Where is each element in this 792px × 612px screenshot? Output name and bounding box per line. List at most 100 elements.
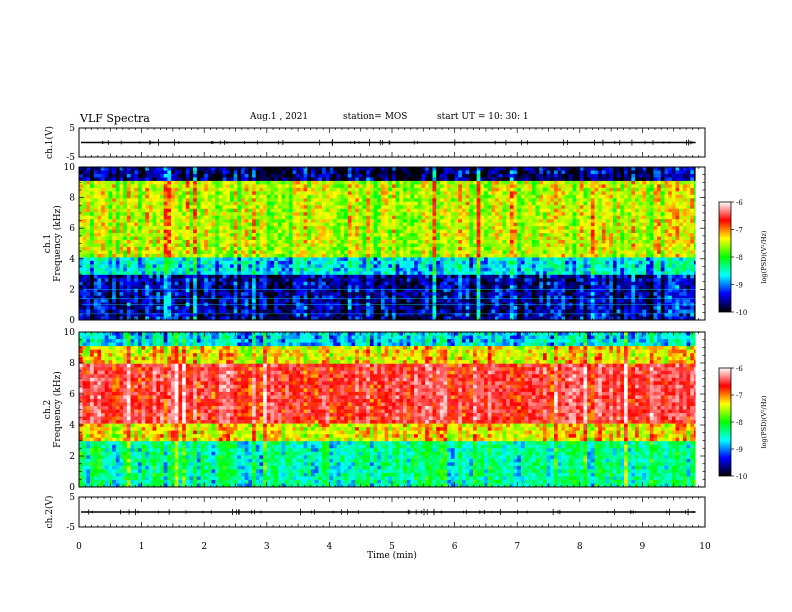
spectrogram-cell (495, 167, 500, 171)
spectrogram-cell (163, 285, 168, 290)
spectrogram-cell (366, 184, 371, 189)
spectrogram-cell (358, 240, 363, 244)
spectrogram-cell (108, 267, 113, 272)
spectrogram-cell (495, 229, 500, 234)
spectrogram-cell (145, 240, 150, 244)
spectrogram-cell (270, 219, 275, 224)
spectrogram-cell (189, 205, 194, 210)
spectrogram-cell (200, 191, 205, 196)
spectrogram-cell (226, 222, 231, 227)
spectrogram-cell (480, 187, 485, 192)
spectrogram-cell (182, 288, 187, 293)
spectrogram-cell (340, 264, 345, 269)
spectrogram-cell (148, 194, 154, 199)
spectrogram-cell (303, 173, 308, 178)
spectrogram-cell (450, 250, 455, 255)
spectrogram-cell (182, 226, 187, 230)
spectrogram-cell (229, 191, 235, 196)
spectrogram-cell (101, 295, 106, 300)
spectrogram-cell (447, 246, 452, 251)
spectrogram-cell (266, 212, 271, 217)
spectrogram-cell (171, 271, 176, 276)
spectrogram-cell (461, 313, 467, 317)
spectrogram-cell (469, 295, 474, 300)
spectrogram-cell (421, 191, 426, 196)
spectrogram-cell (123, 288, 128, 293)
spectrogram-cell (123, 246, 128, 251)
spectrogram-cell (432, 180, 437, 185)
spectrogram-cell (255, 177, 260, 182)
spectrogram-cell (358, 299, 363, 304)
spectrogram-cell (104, 194, 109, 199)
spectrogram-cell (421, 281, 426, 286)
spectrogram-cell (380, 205, 386, 210)
spectrogram-cell (115, 260, 120, 265)
spectrogram-cell (90, 240, 95, 244)
spectrogram-cell (244, 278, 249, 283)
spectrogram-cell (465, 243, 470, 248)
spectrogram-cell (145, 167, 150, 171)
spectrogram-cell (218, 180, 224, 185)
spectrogram-cell (333, 292, 338, 297)
spectrogram-cell (417, 313, 422, 317)
spectrogram-cell (443, 233, 448, 237)
spectrogram-cell (366, 236, 371, 241)
spectrogram-cell (292, 180, 297, 185)
spectrogram-cell (241, 219, 246, 224)
spectrogram-cell (395, 260, 400, 265)
spectrogram-cell (130, 316, 135, 321)
spectrogram-cell (229, 292, 235, 297)
spectrogram-cell (351, 222, 356, 227)
spectrogram-cell (248, 246, 253, 251)
spectrogram-cell (226, 288, 231, 293)
spectrogram-cell (237, 173, 242, 178)
spectrogram-cell (126, 205, 131, 210)
spectrogram-cell (156, 208, 161, 213)
spectrogram-cell (233, 288, 238, 293)
spectrogram-cell (384, 281, 389, 286)
spectrogram-cell (97, 306, 102, 310)
spectrogram-cell (145, 250, 150, 255)
spectrogram-cell (263, 260, 268, 265)
spectrogram-cell (491, 215, 496, 220)
spectrogram-cell (101, 205, 106, 210)
spectrogram-cell (307, 306, 312, 310)
spectrogram-cell (119, 316, 124, 321)
spectrogram-cell (469, 292, 474, 297)
spectrogram-cell (392, 177, 397, 182)
spectrogram-cell (263, 212, 268, 217)
spectrogram-cell (244, 167, 249, 171)
spectrogram-cell (123, 208, 128, 213)
spectrogram-cell (123, 250, 128, 255)
spectrogram-cell (432, 215, 437, 220)
spectrogram-cell (355, 285, 360, 290)
spectrogram-cell (185, 260, 190, 265)
spectrogram-cell (241, 285, 246, 290)
spectrogram-cell (314, 187, 319, 192)
spectrogram-cell (340, 219, 345, 224)
spectrogram-cell (384, 173, 389, 178)
spectrogram-cell (428, 229, 433, 234)
spectrogram-cell (244, 240, 249, 244)
spectrogram-cell (101, 170, 106, 175)
spectrogram-cell (307, 313, 312, 317)
spectrogram-cell (299, 180, 305, 185)
spectrogram-cell (428, 267, 433, 272)
spectrogram-cell (178, 309, 183, 314)
spectrogram-cell (392, 295, 397, 300)
spectrogram-cell (152, 288, 157, 293)
spectrogram-cell (86, 288, 91, 293)
spectrogram-cell (340, 236, 345, 241)
spectrogram-cell (126, 233, 131, 237)
spectrogram-cell (454, 260, 459, 265)
spectrogram-cell (355, 167, 360, 171)
spectrogram-cell (152, 260, 157, 265)
spectrogram-cell (263, 281, 268, 286)
spectrogram-cell (285, 260, 290, 265)
spectrogram-cell (174, 229, 179, 234)
spectrogram-cell (207, 281, 212, 286)
spectrogram-cell (310, 271, 316, 276)
spectrogram-cell (421, 260, 426, 265)
spectrogram-cell (299, 201, 305, 206)
spectrogram-cell (421, 313, 426, 317)
